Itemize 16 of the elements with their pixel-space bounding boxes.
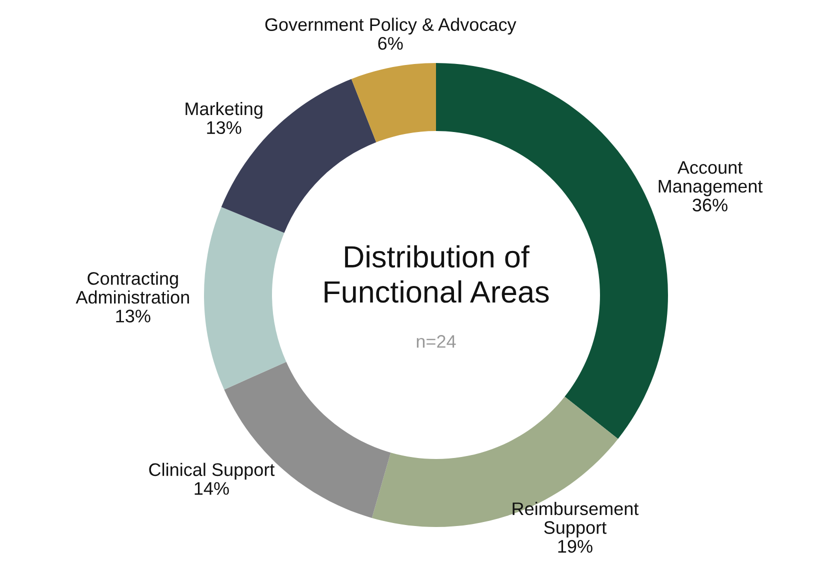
- slice-label: Account Management: [658, 161, 763, 196]
- data-label: 19%: [558, 540, 592, 553]
- slice-label: Clinical Support: [149, 462, 275, 480]
- donut-slice: [204, 207, 286, 390]
- data-label: 14%: [194, 482, 229, 495]
- data-label: 6%: [378, 36, 403, 50]
- data-label: 13%: [207, 121, 242, 134]
- data-label: 13%: [116, 310, 150, 322]
- slice-label: Marketing: [186, 102, 262, 119]
- slice-label: Government Policy & Advocacy: [265, 18, 516, 35]
- text: n=24: [416, 335, 456, 348]
- slice-label: Reimbursement Support: [512, 502, 639, 538]
- donut-slice: [351, 63, 436, 142]
- text: Distribution of Functional Areas: [324, 245, 549, 303]
- data-label: 36%: [692, 198, 728, 212]
- slice-label: Contracting Administration: [76, 272, 189, 304]
